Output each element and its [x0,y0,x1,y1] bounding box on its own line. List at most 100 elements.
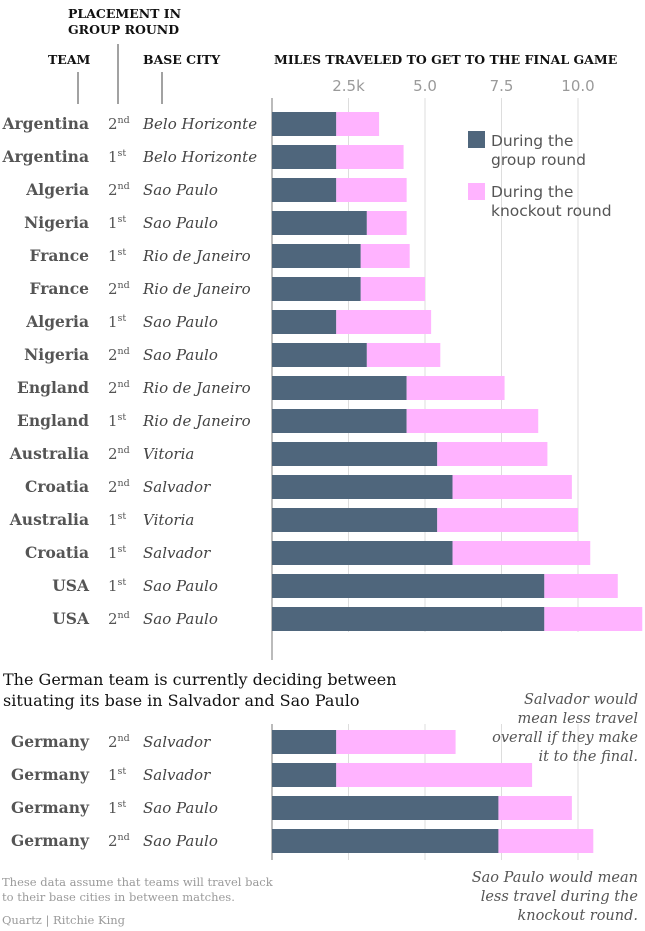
team-row: Australia 2nd Vitoria [9,442,548,466]
placement: 1st [108,214,126,232]
team-row: Australia 1st Vitoria [9,508,578,532]
placement-suffix: st [118,247,127,258]
base-city: Belo Horizonte [142,148,257,166]
bar-knockout-round [360,277,425,301]
placement: 1st [108,799,126,817]
subtitle-line1: The German team is currently deciding be… [3,670,397,689]
bar-knockout-round [544,607,643,631]
base-city: Rio de Janeiro [142,379,251,397]
base-city: Salvador [143,544,211,562]
placement: 2nd [108,478,130,496]
base-city: Rio de Janeiro [142,412,251,430]
team-row: France 2nd Rio de Janeiro [29,277,425,301]
placement-suffix: st [118,148,127,159]
placement: 1st [108,511,126,529]
team-rows: Argentina 2nd Belo Horizonte Argentina 1st Be… [1,112,643,631]
legend-group-line1: During the [491,132,573,150]
bar-knockout-round [336,730,456,754]
bar-knockout-round [360,244,410,268]
annotation-salvador-line4: it to the final. [539,749,639,765]
bar-knockout-round [336,763,533,787]
base-city: Belo Horizonte [142,115,257,133]
bar-group-round [272,442,438,466]
team-name: Germany [11,798,90,817]
bar-group-round [272,211,367,235]
bar-group-round [272,277,361,301]
team-row: Nigeria 2nd Sao Paulo [24,343,441,367]
annotation-salvador-line3: overall if they make [492,730,638,746]
team-row: Argentina 1st Belo Horizonte [1,145,404,169]
legend-knockout-line1: During the [491,183,573,201]
base-city: Salvador [143,733,211,751]
team-name: France [29,279,89,298]
team-name: USA [52,609,90,628]
base-city: Sao Paulo [143,577,218,595]
base-city: Salvador [143,766,211,784]
annotation-saopaulo-line2: less travel during the [481,889,638,905]
team-row: Algeria 1st Sao Paulo [25,310,432,334]
base-city: Sao Paulo [143,799,218,817]
team-name: France [29,246,89,265]
base-city: Vitoria [143,445,194,463]
annotation-salvador-line2: mean less travel [518,711,639,727]
placement: 2nd [108,346,130,364]
base-city: Sao Paulo [143,313,218,331]
placement: 2nd [108,181,130,199]
bar-group-round [272,112,337,136]
header-team: TEAM [48,52,91,67]
placement: 1st [108,544,126,562]
placement: 1st [108,577,126,595]
bar-group-round [272,178,337,202]
team-row: Argentina 2nd Belo Horizonte [1,112,380,136]
placement-suffix: st [118,544,127,555]
header-miles: MILES TRAVELED TO GET TO THE FINAL GAME [274,52,617,67]
team-name: England [17,411,89,430]
bar-knockout-round [366,343,441,367]
team-row: France 1st Rio de Janeiro [29,244,410,268]
team-name: Argentina [1,114,89,133]
bar-knockout-round [366,211,407,235]
bar-knockout-round [406,409,539,433]
bar-knockout-round [437,508,578,532]
placement: 2nd [108,379,130,397]
legend-swatch-group [468,131,485,148]
team-name: Algeria [25,180,89,199]
bar-group-round [272,376,407,400]
team-row: USA 1st Sao Paulo [52,574,618,598]
team-name: Australia [9,444,89,463]
team-row: England 1st Rio de Janeiro [17,409,539,433]
placement-suffix: nd [118,610,130,621]
base-city: Rio de Janeiro [142,280,251,298]
bar-group-round [272,829,499,853]
placement-suffix: st [118,412,127,423]
placement: 2nd [108,115,130,133]
bar-knockout-round [437,442,548,466]
placement: 2nd [108,280,130,298]
base-city: Sao Paulo [143,610,218,628]
germany-row: Germany 2nd Salvador [11,730,456,754]
germany-row: Germany 2nd Sao Paulo [11,829,594,853]
team-name: USA [52,576,90,595]
bar-group-round [272,475,453,499]
team-row: Croatia 1st Salvador [25,541,591,565]
placement-suffix: nd [118,445,130,456]
bar-knockout-round [452,475,572,499]
placement-suffix: st [118,577,127,588]
placement-suffix: nd [118,733,130,744]
annotation-saopaulo-line1: Sao Paulo would mean [472,870,638,886]
bar-knockout-round [336,145,404,169]
placement-suffix: nd [118,379,130,390]
placement: 1st [108,247,126,265]
bar-knockout-round [544,574,618,598]
team-name: Argentina [1,147,89,166]
team-name: Australia [9,510,89,529]
header-base-city: BASE CITY [143,52,221,67]
x-axis-ticks: 2.5k 5.0 7.5 10.0 [332,77,594,95]
credit: Quartz | Ritchie King [2,913,126,928]
base-city: Rio de Janeiro [142,247,251,265]
bar-group-round [272,574,545,598]
placement-suffix: st [118,799,127,810]
placement-suffix: st [118,766,127,777]
placement: 1st [108,313,126,331]
